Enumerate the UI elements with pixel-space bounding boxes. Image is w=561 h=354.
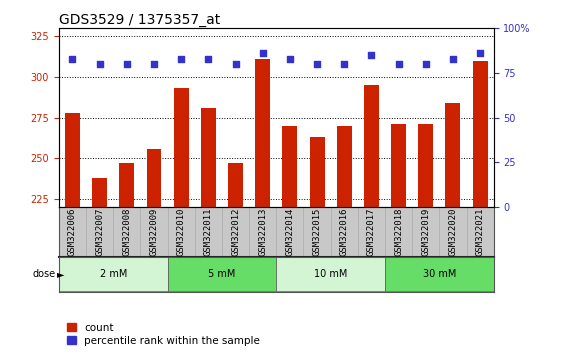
Point: [68, 56, 77, 62]
Bar: [255, 59, 270, 207]
Text: GSM322012: GSM322012: [231, 208, 240, 256]
Point: [421, 61, 430, 67]
Bar: [391, 124, 406, 207]
Text: GSM322017: GSM322017: [367, 208, 376, 256]
Point: [177, 56, 186, 62]
Bar: [119, 163, 134, 207]
Point: [340, 61, 349, 67]
Bar: [276, 257, 385, 291]
Bar: [201, 108, 216, 207]
Bar: [337, 126, 352, 207]
Bar: [419, 124, 433, 207]
Bar: [168, 257, 276, 291]
Text: dose: dose: [33, 269, 56, 279]
Text: ►: ►: [57, 269, 65, 279]
Point: [312, 61, 321, 67]
Point: [286, 56, 295, 62]
Text: GSM322018: GSM322018: [394, 208, 403, 256]
Point: [476, 51, 485, 56]
Point: [448, 56, 457, 62]
Point: [95, 61, 104, 67]
Bar: [445, 103, 461, 207]
Text: 2 mM: 2 mM: [99, 269, 127, 279]
Text: 10 mM: 10 mM: [314, 269, 347, 279]
Bar: [92, 178, 107, 207]
Text: GSM322019: GSM322019: [421, 208, 430, 256]
Bar: [65, 113, 80, 207]
Bar: [310, 137, 324, 207]
Point: [150, 61, 159, 67]
Text: GSM322011: GSM322011: [204, 208, 213, 256]
Point: [231, 61, 240, 67]
Legend: count, percentile rank within the sample: count, percentile rank within the sample: [64, 319, 263, 349]
Text: 5 mM: 5 mM: [208, 269, 236, 279]
Point: [204, 56, 213, 62]
Text: GSM322015: GSM322015: [312, 208, 321, 256]
Text: GSM322008: GSM322008: [122, 208, 131, 256]
Point: [258, 51, 267, 56]
Text: 30 mM: 30 mM: [422, 269, 456, 279]
Text: GSM322013: GSM322013: [258, 208, 267, 256]
Bar: [146, 149, 162, 207]
Text: GSM322006: GSM322006: [68, 208, 77, 256]
Point: [394, 61, 403, 67]
Point: [367, 52, 376, 58]
Bar: [282, 126, 297, 207]
Bar: [364, 85, 379, 207]
Text: GSM322020: GSM322020: [448, 208, 457, 256]
Bar: [385, 257, 494, 291]
Text: GSM322021: GSM322021: [476, 208, 485, 256]
Text: GSM322014: GSM322014: [286, 208, 295, 256]
Text: GSM322010: GSM322010: [177, 208, 186, 256]
Bar: [228, 163, 243, 207]
Text: GSM322007: GSM322007: [95, 208, 104, 256]
Text: GSM322016: GSM322016: [340, 208, 349, 256]
Text: GDS3529 / 1375357_at: GDS3529 / 1375357_at: [59, 13, 220, 27]
Text: GSM322009: GSM322009: [150, 208, 159, 256]
Bar: [174, 88, 188, 207]
Bar: [59, 257, 168, 291]
Point: [122, 61, 131, 67]
Bar: [472, 61, 488, 207]
